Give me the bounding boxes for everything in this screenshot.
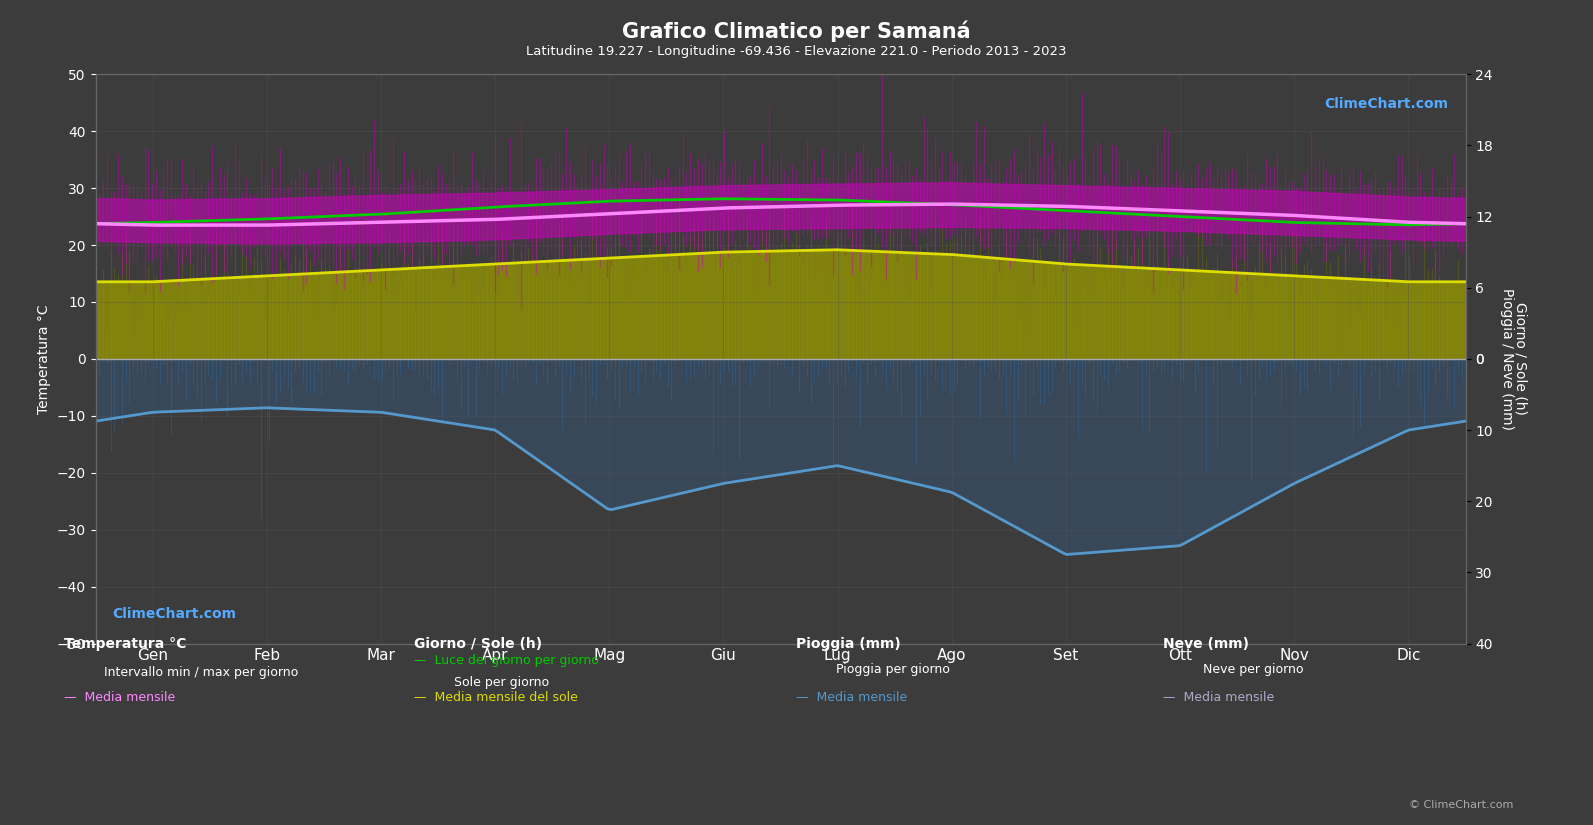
Y-axis label: Pioggia / Neve (mm): Pioggia / Neve (mm) <box>1499 288 1513 430</box>
Text: Latitudine 19.227 - Longitudine -69.436 - Elevazione 221.0 - Periodo 2013 - 2023: Latitudine 19.227 - Longitudine -69.436 … <box>526 45 1067 59</box>
Text: —  Media mensile: — Media mensile <box>1163 691 1274 705</box>
Text: ClimeChart.com: ClimeChart.com <box>1324 97 1448 111</box>
Text: —  Media mensile: — Media mensile <box>796 691 908 705</box>
Text: Giorno / Sole (h): Giorno / Sole (h) <box>414 637 542 651</box>
Text: Neve per giorno: Neve per giorno <box>1203 662 1303 676</box>
Text: © ClimeChart.com: © ClimeChart.com <box>1408 800 1513 810</box>
Text: Grafico Climatico per Samaná: Grafico Climatico per Samaná <box>623 21 970 42</box>
Text: Temperatura °C: Temperatura °C <box>64 637 186 651</box>
Text: Sole per giorno: Sole per giorno <box>454 676 550 689</box>
Y-axis label: Giorno / Sole (h): Giorno / Sole (h) <box>1513 303 1528 415</box>
Text: ClimeChart.com: ClimeChart.com <box>113 606 237 620</box>
Text: Pioggia per giorno: Pioggia per giorno <box>836 662 949 676</box>
Text: Intervallo min / max per giorno: Intervallo min / max per giorno <box>104 666 298 679</box>
Text: —  Luce del giorno per giorno: — Luce del giorno per giorno <box>414 654 599 667</box>
Text: —  Media mensile: — Media mensile <box>64 691 175 705</box>
Text: Pioggia (mm): Pioggia (mm) <box>796 637 902 651</box>
Text: Neve (mm): Neve (mm) <box>1163 637 1249 651</box>
Y-axis label: Temperatura °C: Temperatura °C <box>37 304 51 413</box>
Text: —  Media mensile del sole: — Media mensile del sole <box>414 691 578 705</box>
